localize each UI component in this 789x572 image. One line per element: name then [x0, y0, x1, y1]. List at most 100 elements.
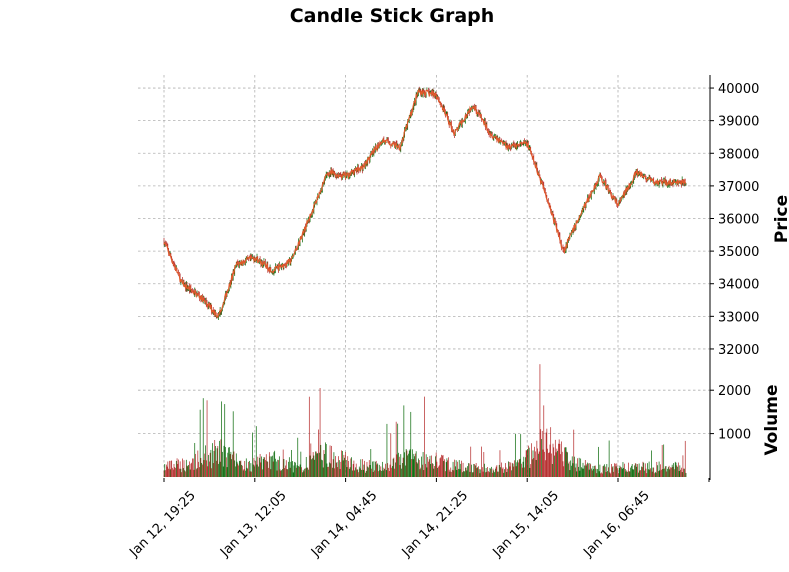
- volume-bar: [574, 456, 575, 477]
- volume-bar: [238, 460, 240, 477]
- volume-bar: [635, 463, 637, 477]
- volume-bar: [471, 472, 473, 477]
- price-tick-label: 40000: [718, 82, 759, 97]
- volume-bar: [346, 467, 348, 477]
- volume-bar: [445, 462, 447, 477]
- volume-bar: [174, 467, 176, 477]
- volume-bar: [467, 466, 469, 477]
- volume-bar: [667, 467, 669, 477]
- volume-bar: [498, 464, 500, 477]
- volume-bar: [645, 468, 647, 477]
- volume-bar: [576, 471, 578, 477]
- volume-bar: [384, 468, 385, 477]
- volume-bar: [550, 427, 552, 477]
- volume-bar: [460, 463, 462, 477]
- volume-bar: [594, 465, 596, 477]
- volume-bar: [166, 466, 168, 477]
- volume-bar: [489, 467, 491, 477]
- volume-bar: [474, 464, 475, 477]
- volume-bar: [461, 472, 463, 477]
- volume-bar: [241, 464, 242, 477]
- volume-bar: [330, 463, 332, 477]
- volume-bar: [235, 453, 237, 477]
- volume-bar: [353, 460, 355, 477]
- volume-bar: [554, 455, 555, 477]
- volume-bar: [465, 467, 466, 477]
- volume-bar: [413, 453, 415, 477]
- volume-bar: [471, 464, 472, 477]
- price-tick-label: 35000: [718, 245, 759, 260]
- volume-bar: [441, 454, 442, 477]
- volume-bar: [654, 471, 656, 477]
- volume-bar: [202, 464, 203, 477]
- volume-bar: [265, 454, 267, 477]
- volume-bar: [632, 469, 634, 477]
- volume-bar: [377, 463, 379, 477]
- volume-bar: [418, 460, 420, 477]
- volume-bar: [612, 466, 614, 477]
- volume-bar: [667, 468, 668, 477]
- volume-bar: [342, 460, 344, 477]
- price-tick-label: 32000: [718, 343, 759, 358]
- volume-bar: [581, 468, 583, 477]
- volume-bar: [364, 460, 365, 477]
- volume-bar: [674, 469, 675, 477]
- volume-bar: [665, 465, 667, 477]
- volume-bar: [560, 454, 562, 477]
- volume-bar: [536, 440, 538, 477]
- volume-bar: [328, 462, 330, 477]
- volume-bar: [685, 472, 687, 477]
- volume-bar: [280, 470, 282, 477]
- volume-bar: [242, 465, 243, 477]
- volume-bar: [662, 469, 664, 477]
- volume-bar: [544, 451, 545, 477]
- volume-bar: [598, 446, 599, 477]
- volume-bar: [651, 450, 652, 477]
- volume-bar: [528, 445, 529, 477]
- volume-bar: [391, 466, 393, 477]
- volume-bar: [494, 468, 496, 477]
- volume-bar: [438, 465, 440, 477]
- chart-title: Candle Stick Graph: [290, 5, 495, 27]
- volume-bar: [168, 468, 169, 477]
- volume-bar: [505, 467, 507, 477]
- volume-bar: [175, 460, 177, 477]
- volume-bar: [385, 463, 386, 477]
- volume-bar: [481, 467, 483, 477]
- volume-bar: [519, 458, 521, 477]
- volume-bar: [395, 421, 397, 477]
- volume-bar: [428, 461, 429, 477]
- volume-bar: [553, 447, 555, 477]
- volume-bar: [320, 444, 322, 477]
- volume-bar: [440, 457, 442, 477]
- volume-bar: [646, 473, 648, 477]
- volume-bar: [244, 460, 246, 477]
- price-tick-label: 36000: [718, 213, 759, 228]
- volume-bar: [285, 465, 286, 477]
- volume-bar: [185, 471, 186, 477]
- volume-bar: [262, 459, 264, 477]
- volume-bar: [301, 467, 302, 477]
- volume-bar: [570, 460, 572, 477]
- volume-bar: [442, 455, 444, 477]
- volume-bar: [178, 459, 179, 477]
- volume-bar: [454, 459, 455, 477]
- volume-bar: [175, 467, 176, 477]
- volume-bar: [196, 468, 198, 477]
- volume-bar: [395, 462, 396, 477]
- volume-bar: [318, 452, 320, 477]
- volume-bar: [463, 471, 465, 477]
- volume-bar: [393, 457, 395, 477]
- volume-bar: [186, 465, 188, 477]
- volume-bar: [524, 457, 526, 477]
- volume-bar: [408, 450, 410, 477]
- price-tick-label: 38000: [718, 147, 759, 162]
- volume-bar: [579, 470, 581, 477]
- volume-bar: [251, 471, 252, 477]
- volume-bar: [591, 470, 593, 477]
- volume-bar: [458, 460, 460, 477]
- volume-bar: [435, 452, 437, 477]
- volume-bar: [249, 471, 251, 477]
- volume-bar: [558, 439, 560, 477]
- volume-grid: [138, 389, 710, 435]
